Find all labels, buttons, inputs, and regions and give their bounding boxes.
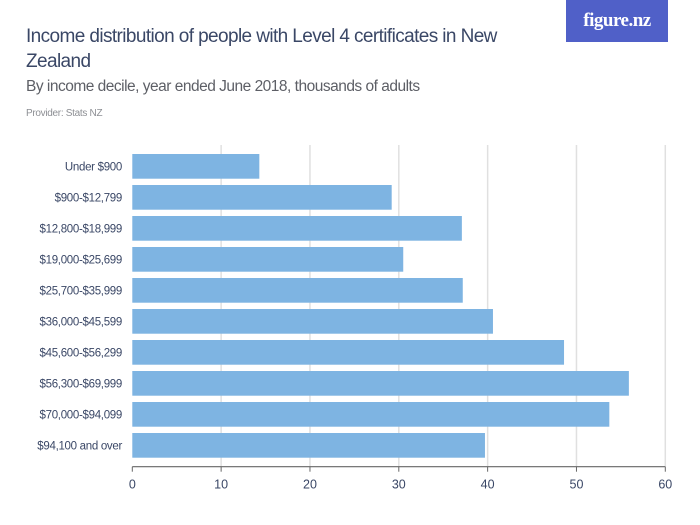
category-label: $70,000-$94,099 (40, 410, 122, 422)
provider-label: Provider: Stats NZ (26, 108, 103, 119)
x-tick-label: 0 (129, 478, 136, 492)
x-tick-label: 40 (481, 478, 495, 492)
chart-title: Income distribution of people with Level… (26, 26, 497, 72)
bar[interactable] (132, 278, 463, 303)
bar[interactable] (132, 371, 629, 396)
bar[interactable] (132, 185, 392, 210)
category-label: $25,700-$35,999 (40, 286, 122, 298)
category-label: $12,800-$18,999 (40, 224, 122, 236)
category-label: $56,300-$69,999 (40, 379, 122, 391)
bar[interactable] (132, 402, 610, 427)
figure-nz-logo[interactable]: figure.nz (566, 0, 668, 42)
category-label: $900-$12,799 (55, 193, 122, 205)
category-label: Under $900 (65, 162, 122, 174)
category-label: $45,600-$56,299 (40, 348, 122, 360)
chart-subtitle: By income decile, year ended June 2018, … (26, 78, 420, 95)
category-label: $36,000-$45,599 (40, 317, 122, 329)
bar[interactable] (132, 433, 485, 458)
bar[interactable] (132, 340, 565, 365)
x-tick-label: 30 (392, 478, 406, 492)
x-tick-label: 60 (658, 478, 672, 492)
x-tick-label: 20 (303, 478, 317, 492)
bar[interactable] (132, 216, 462, 241)
bar[interactable] (132, 154, 260, 179)
category-label: $94,100 and over (37, 441, 122, 453)
category-label: $19,000-$25,699 (40, 255, 122, 267)
x-tick-label: 50 (570, 478, 584, 492)
bar[interactable] (132, 247, 404, 272)
x-tick-label: 10 (214, 478, 228, 492)
bar[interactable] (132, 309, 493, 334)
